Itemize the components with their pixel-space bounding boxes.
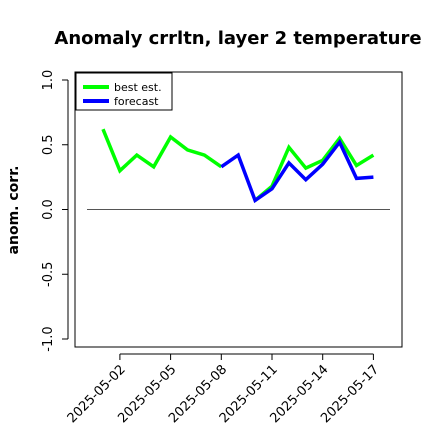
y-tick-label: 0.5 <box>41 134 56 155</box>
legend-box <box>75 72 173 111</box>
series-line-forecast <box>220 138 374 204</box>
y-axis: -1.0 -0.5 0.0 0.5 1.0 <box>41 70 69 352</box>
plot-frame <box>74 71 403 348</box>
legend-label-forecast: forecast <box>114 95 159 108</box>
y-tick-label: 0.0 <box>41 199 56 220</box>
series-group <box>101 128 375 204</box>
legend: best est. forecast <box>75 72 173 111</box>
y-tick-label: 1.0 <box>41 70 56 91</box>
y-tick-label: -0.5 <box>41 262 56 287</box>
y-tick-label: -1.0 <box>41 326 56 351</box>
x-axis: 2025-05-022025-05-052025-05-082025-05-11… <box>65 353 382 426</box>
series-line-best-est <box>253 135 375 202</box>
chart-title: Anomaly crrltn, layer 2 temperature <box>54 28 421 49</box>
y-axis-label: anom. corr. <box>6 166 22 255</box>
series-line-best-est-early <box>101 128 223 174</box>
legend-label-best-est: best est. <box>114 81 162 94</box>
